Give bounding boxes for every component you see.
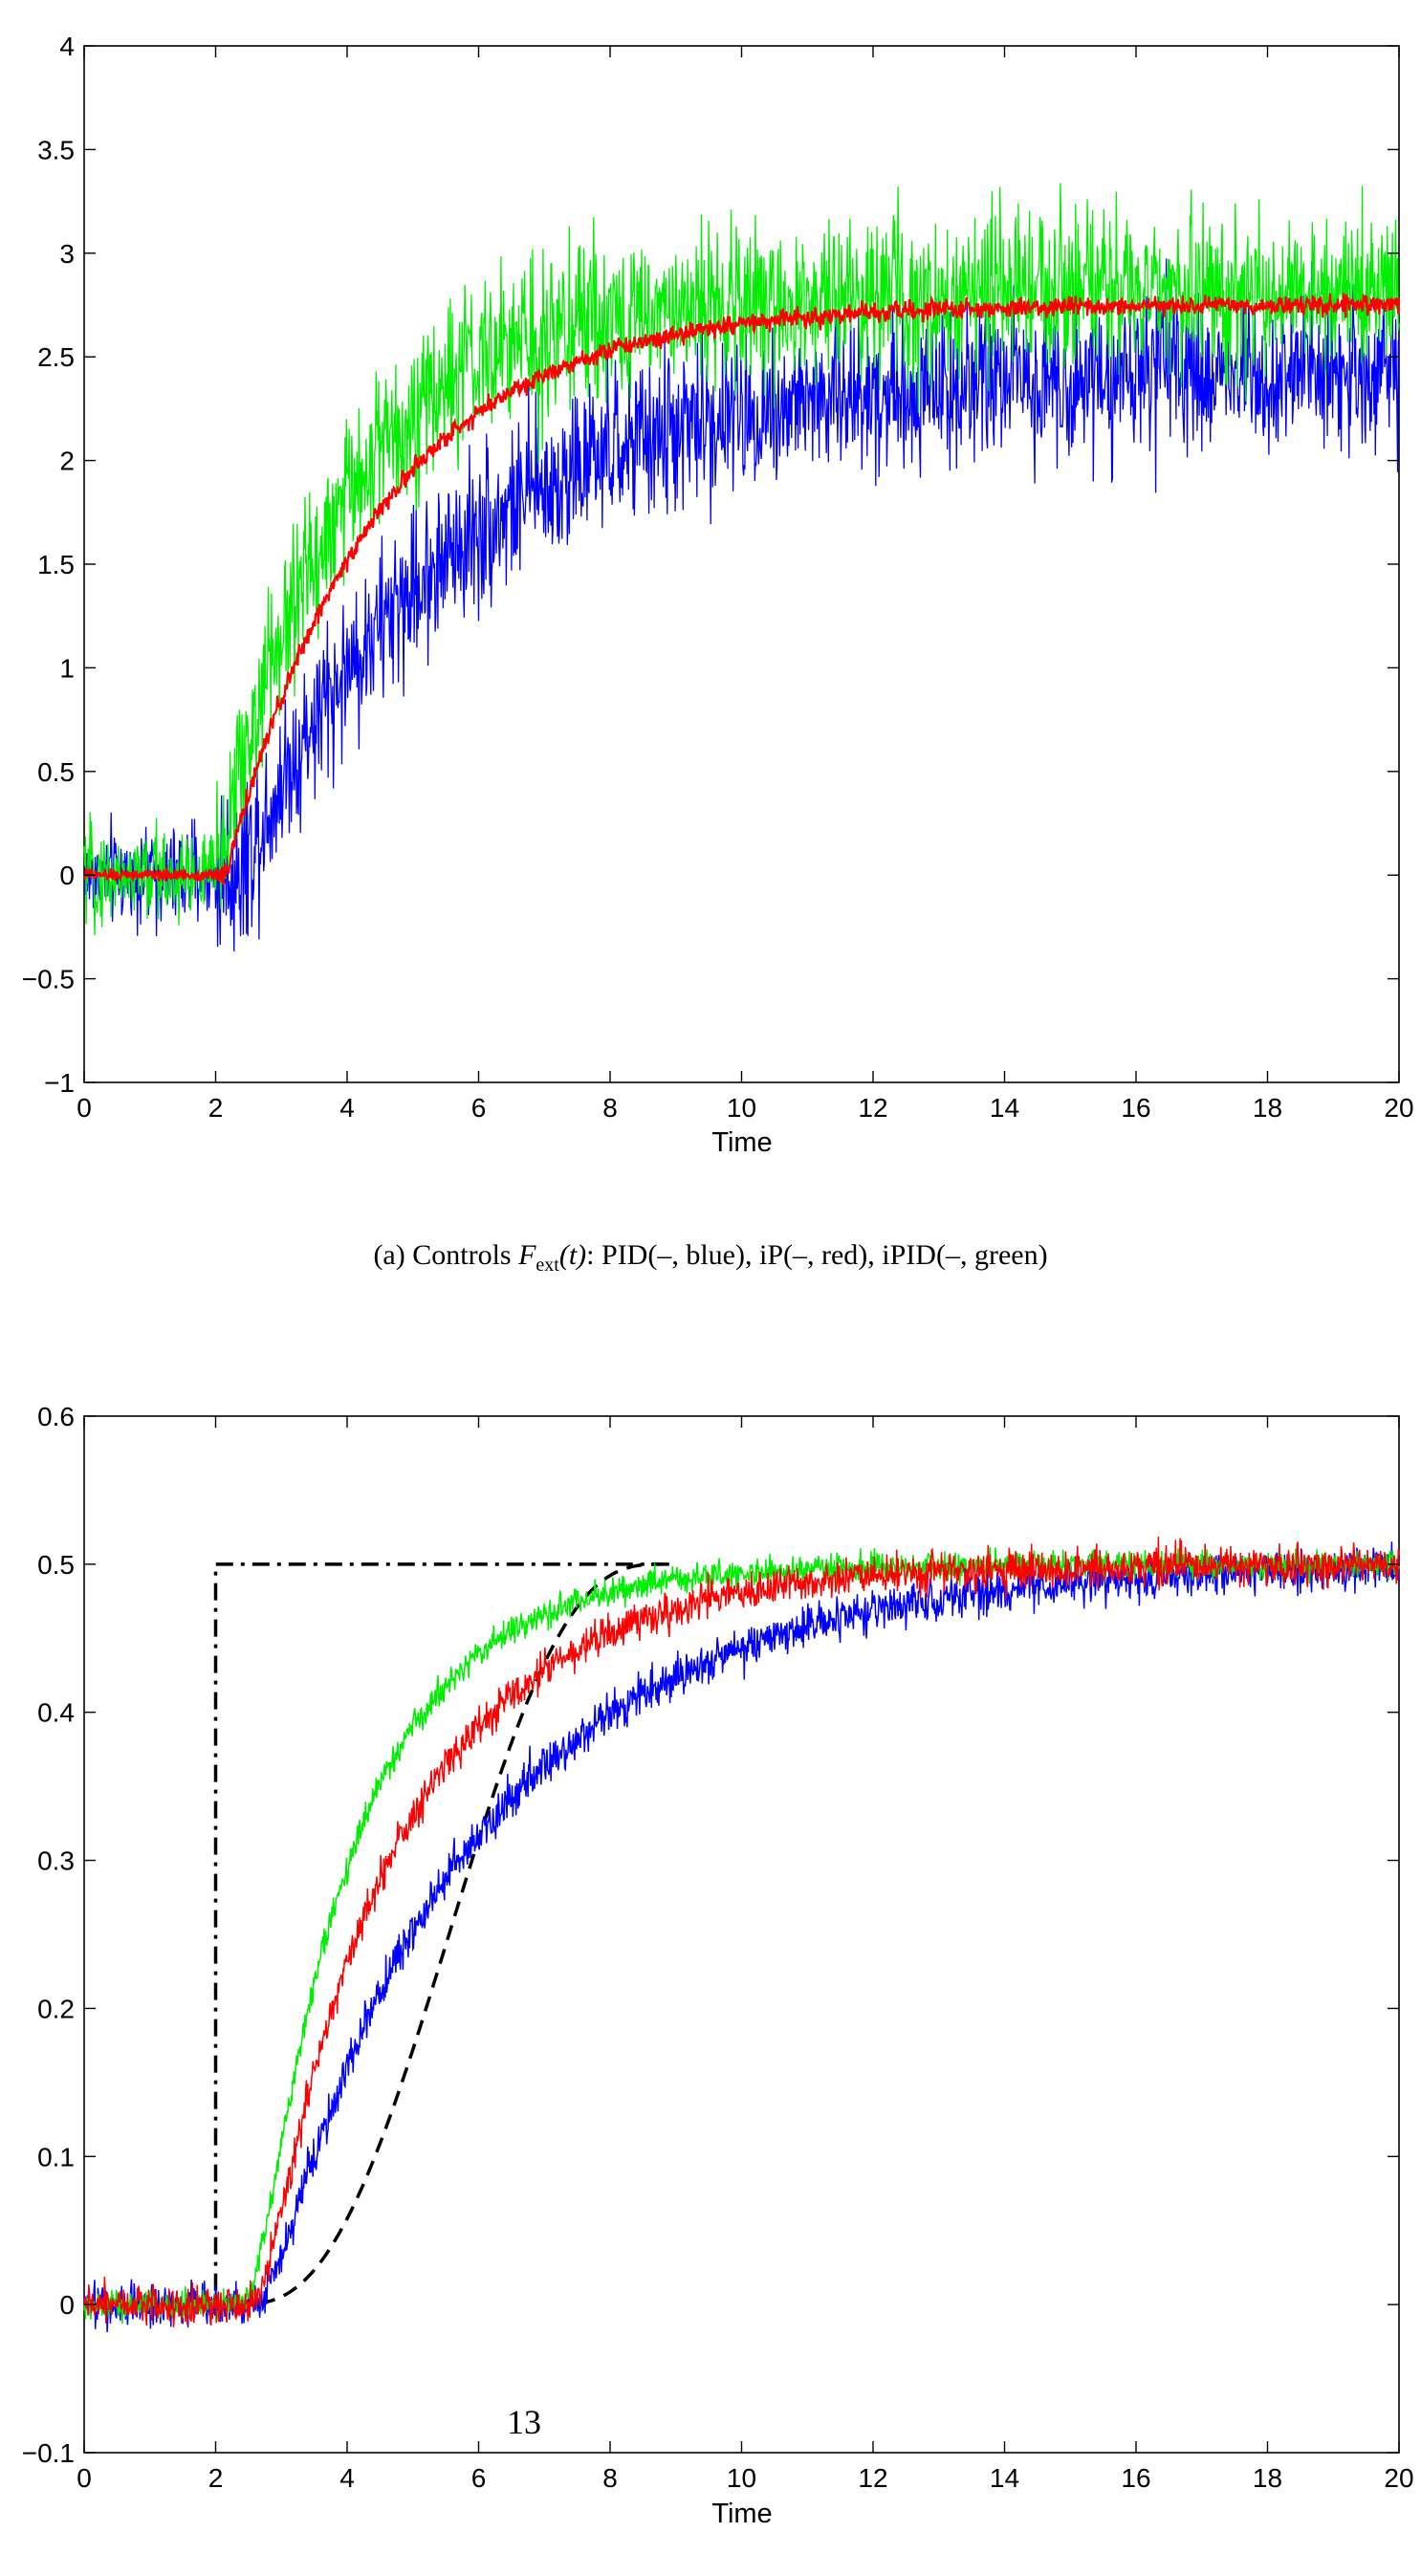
series-line-ipid: [83, 183, 1400, 936]
series-line-ip: [82, 293, 1401, 885]
y-tick-label: 0.5: [37, 757, 75, 787]
y-tick-label: 0.6: [37, 1402, 75, 1431]
caption-math-subscript: ext: [536, 1255, 559, 1276]
x-tick-label: 6: [471, 2463, 487, 2493]
x-tick-label: 16: [1121, 2463, 1150, 2493]
x-tick-label: 12: [858, 1093, 887, 1123]
x-tick-label: 16: [1121, 1093, 1150, 1123]
series-line-pid: [83, 258, 1400, 952]
reference-step-line: [84, 1562, 676, 2306]
x-tick-label: 20: [1384, 2463, 1413, 2493]
chart-controls: 0 2 4 6 8 10 12 14 16 18 20 −1 −0.5 0 0.5 1 1.5 2 2.5 3 3.5…: [22, 32, 1414, 1158]
x-tick-label: 10: [727, 2463, 756, 2493]
y-tick-label: 1.5: [37, 550, 75, 579]
y-tick-label: 0.2: [37, 1994, 75, 2023]
x-axis-label: Time: [711, 1127, 772, 1158]
series-line-pid: [83, 1541, 1400, 2333]
y-tick-label: 0.1: [37, 2142, 75, 2172]
y-tick-label: 0.3: [37, 1846, 75, 1876]
y-tick-label: 0: [59, 861, 75, 890]
reference-trajectory-line: [235, 1562, 663, 2306]
y-tick-label: 3: [59, 239, 75, 269]
x-tick-label: 18: [1253, 2463, 1282, 2493]
figure-caption: (a) Controls Fext(t): PID(–, blue), iP(–…: [0, 1239, 1421, 1277]
y-axis-ticks: −1 −0.5 0 0.5 1 1.5 2 2.5 3 3.5 4: [22, 32, 1399, 1098]
y-tick-label: 3.5: [37, 135, 75, 164]
series-line-ip: [83, 1536, 1400, 2327]
x-axis-ticks: 0 2 4 6 8 10 12 14 16 18 20: [77, 1416, 1414, 2493]
chart-outputs: 0 2 4 6 8 10 12 14 16 18 20 −0.100.10.20.30.40.50.…: [22, 1402, 1414, 2529]
y-tick-label: 4: [59, 32, 75, 61]
y-tick-label: −0.1: [22, 2438, 75, 2468]
plot-area-frame: [83, 45, 1400, 1083]
y-tick-label: 0.4: [37, 1698, 75, 1728]
y-tick-label: 2: [59, 447, 75, 476]
y-tick-label: 2.5: [37, 342, 75, 372]
y-tick-label: 1: [59, 653, 75, 683]
series-group: [82, 183, 1401, 952]
x-tick-label: 0: [77, 1093, 92, 1123]
y-tick-label: 0.5: [37, 1550, 75, 1580]
y-axis-ticks: −0.1 0 0.1 0.2 0.3 0.4 0.5 0.6: [22, 1402, 1399, 2468]
caption-rest: : PID(–, blue), iP(–, red), iPID(–, gree…: [586, 1239, 1048, 1271]
x-tick-label: 8: [602, 1093, 618, 1123]
caption-math-symbol: F: [518, 1239, 536, 1271]
x-tick-label: 0: [77, 2463, 92, 2493]
y-tick-label: −1: [44, 1068, 75, 1098]
x-tick-label: 20: [1384, 1093, 1413, 1123]
x-tick-label: 2: [208, 2463, 224, 2493]
x-axis-label: Time: [711, 2499, 772, 2529]
page-number: 13: [507, 2403, 541, 2441]
caption-math-argument: (t): [558, 1239, 587, 1271]
y-tick-label: −0.5: [22, 965, 75, 994]
x-tick-label: 8: [602, 2463, 618, 2493]
x-tick-label: 18: [1253, 1093, 1282, 1123]
x-axis-ticks: 0 2 4 6 8 10 12 14 16 18 20: [77, 46, 1414, 1123]
caption-prefix: (a) Controls: [373, 1239, 512, 1271]
x-tick-label: 4: [339, 1093, 355, 1123]
x-tick-label: 12: [858, 2463, 887, 2493]
x-tick-label: 6: [471, 1093, 487, 1123]
series-group: [83, 1536, 1400, 2333]
x-tick-label: 10: [727, 1093, 756, 1123]
x-tick-label: 2: [208, 1093, 224, 1123]
x-tick-label: 14: [990, 1093, 1019, 1123]
x-tick-label: 14: [990, 2463, 1019, 2493]
y-tick-label: 0: [59, 2290, 75, 2320]
x-tick-label: 4: [339, 2463, 355, 2493]
